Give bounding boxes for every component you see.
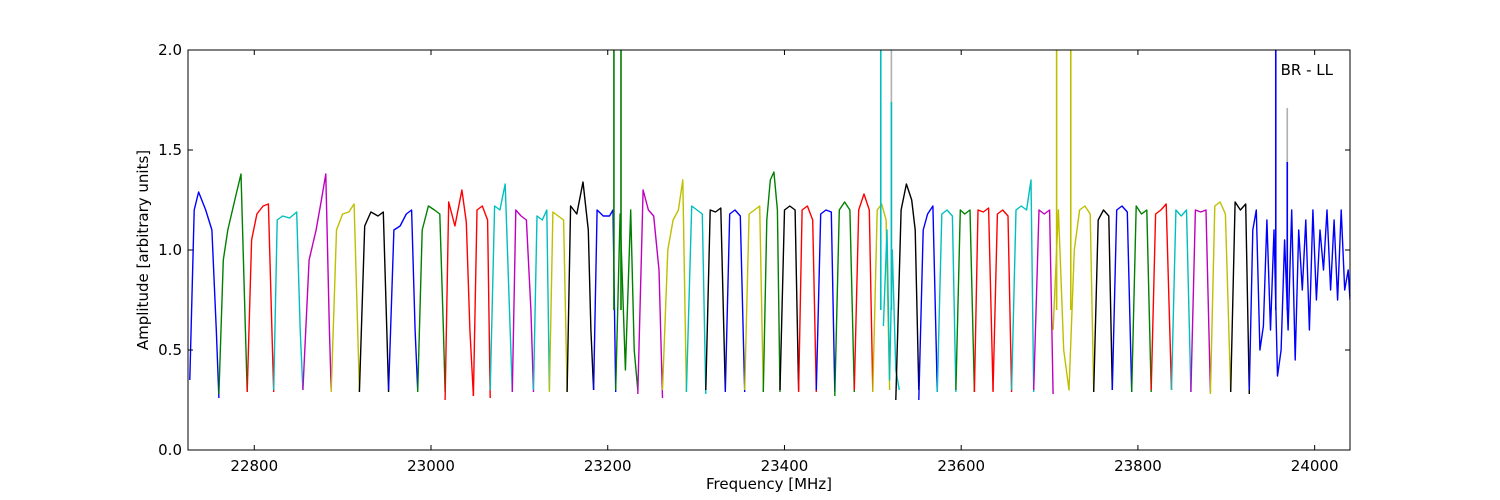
- series-line-23: [744, 205, 764, 393]
- series-line-22: [724, 209, 746, 393]
- series-line-35: [955, 209, 976, 393]
- x-tick-label: 23800: [1114, 457, 1162, 475]
- series-line-36: [973, 207, 994, 393]
- series-line-8: [417, 205, 446, 393]
- series-line-33: [918, 205, 938, 401]
- y-tick-label: 1.0: [158, 241, 182, 259]
- series-line-20: [685, 205, 707, 395]
- series-line-27: [815, 209, 836, 393]
- series-line-10: [472, 205, 491, 399]
- series-line-16: [592, 209, 617, 393]
- series-line-45: [1170, 209, 1192, 393]
- series-line-3: [273, 211, 304, 391]
- series-line-12: [511, 209, 535, 393]
- series-line-44: [1150, 203, 1173, 391]
- plot-area: [189, 50, 1350, 401]
- series-line-46: [1190, 209, 1212, 393]
- y-axis: 0.0 0.5 1.0 1.5 2.0: [158, 41, 1350, 459]
- series-line-39: [1033, 209, 1054, 395]
- series-line-7: [387, 209, 419, 391]
- series-line-34: [936, 209, 957, 393]
- x-tick-label: 23600: [937, 457, 985, 475]
- series-line-28: [834, 201, 855, 397]
- series-line-49: [1248, 209, 1350, 391]
- series-line-37: [992, 209, 1013, 393]
- series-line-42: [1111, 205, 1133, 393]
- series-line-14: [548, 211, 568, 393]
- y-tick-label: 2.0: [158, 41, 182, 59]
- series-line-17: [615, 209, 639, 391]
- x-tick-label: 23200: [584, 457, 632, 475]
- series-line-2: [246, 203, 275, 393]
- x-axis: 22800 23000 23200 23400 23600 23800 24000: [230, 50, 1339, 475]
- series-line-48: [1230, 201, 1250, 395]
- series-line-25: [779, 205, 800, 391]
- series-line-18: [637, 189, 664, 399]
- series-line-4: [302, 173, 332, 391]
- series-line-24: [762, 171, 781, 393]
- series-line-32: [895, 183, 920, 401]
- series-line-26: [797, 205, 817, 393]
- series-line-5: [330, 203, 361, 393]
- series-line-15: [566, 181, 595, 393]
- plot-annotation: BR - LL: [1281, 61, 1334, 79]
- axes-frame: [187, 49, 1351, 451]
- y-tick-label: 0.5: [158, 341, 182, 359]
- series-line-13: [532, 209, 551, 391]
- y-axis-label: Amplitude [arbitrary units]: [134, 150, 152, 350]
- series-line-29: [853, 193, 874, 393]
- series-line-41: [1093, 209, 1113, 393]
- series-line-0: [189, 191, 220, 399]
- series-line-21: [705, 207, 726, 391]
- series-line-40: [1052, 205, 1095, 393]
- x-tick-label: 22800: [230, 457, 278, 475]
- series-line-47: [1209, 201, 1232, 395]
- x-tick-label: 23400: [761, 457, 809, 475]
- series-line-9: [444, 189, 475, 401]
- series-line-38: [1010, 179, 1035, 393]
- series-line-43: [1131, 205, 1152, 393]
- series-line-19: [661, 179, 688, 393]
- x-axis-label: Frequency [MHz]: [706, 475, 832, 493]
- series-line-1: [218, 173, 248, 395]
- y-tick-label: 0.0: [158, 441, 182, 459]
- x-tick-label: 24000: [1291, 457, 1339, 475]
- y-tick-label: 1.5: [158, 141, 182, 159]
- series-line-6: [358, 211, 390, 393]
- series-line-11: [489, 183, 513, 393]
- x-tick-label: 23000: [407, 457, 455, 475]
